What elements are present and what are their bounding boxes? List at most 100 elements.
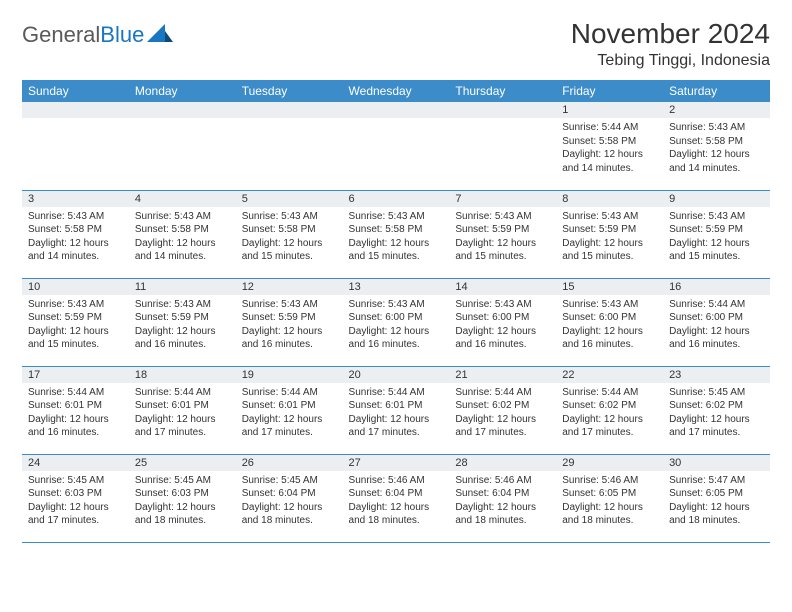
sunrise-text: Sunrise: 5:43 AM bbox=[28, 298, 123, 312]
calendar-day-cell: 22Sunrise: 5:44 AMSunset: 6:02 PMDayligh… bbox=[556, 366, 663, 454]
calendar-day-cell bbox=[343, 102, 450, 190]
daylight-text: Daylight: 12 hours and 16 minutes. bbox=[669, 325, 764, 352]
daylight-text: Daylight: 12 hours and 16 minutes. bbox=[562, 325, 657, 352]
day-details: Sunrise: 5:43 AMSunset: 5:58 PMDaylight:… bbox=[22, 207, 129, 268]
calendar-day-cell bbox=[129, 102, 236, 190]
day-details: Sunrise: 5:46 AMSunset: 6:04 PMDaylight:… bbox=[449, 471, 556, 532]
daylight-text: Daylight: 12 hours and 15 minutes. bbox=[562, 237, 657, 264]
sunrise-text: Sunrise: 5:44 AM bbox=[135, 386, 230, 400]
day-details: Sunrise: 5:45 AMSunset: 6:03 PMDaylight:… bbox=[22, 471, 129, 532]
daylight-text: Daylight: 12 hours and 16 minutes. bbox=[349, 325, 444, 352]
page-header: GeneralBlue November 2024 Tebing Tinggi,… bbox=[22, 18, 770, 70]
logo-mark-icon bbox=[147, 22, 173, 48]
day-number: 14 bbox=[449, 279, 556, 295]
sunset-text: Sunset: 6:02 PM bbox=[455, 399, 550, 413]
sunset-text: Sunset: 5:58 PM bbox=[562, 135, 657, 149]
day-number: 24 bbox=[22, 455, 129, 471]
daylight-text: Daylight: 12 hours and 14 minutes. bbox=[669, 148, 764, 175]
calendar-week-row: 1Sunrise: 5:44 AMSunset: 5:58 PMDaylight… bbox=[22, 102, 770, 190]
day-number bbox=[129, 102, 236, 118]
sunrise-text: Sunrise: 5:44 AM bbox=[455, 386, 550, 400]
sunset-text: Sunset: 5:59 PM bbox=[669, 223, 764, 237]
calendar-day-cell: 21Sunrise: 5:44 AMSunset: 6:02 PMDayligh… bbox=[449, 366, 556, 454]
daylight-text: Daylight: 12 hours and 17 minutes. bbox=[562, 413, 657, 440]
sunrise-text: Sunrise: 5:44 AM bbox=[562, 386, 657, 400]
sunset-text: Sunset: 6:02 PM bbox=[669, 399, 764, 413]
day-details bbox=[236, 118, 343, 178]
daylight-text: Daylight: 12 hours and 17 minutes. bbox=[349, 413, 444, 440]
calendar-day-cell: 17Sunrise: 5:44 AMSunset: 6:01 PMDayligh… bbox=[22, 366, 129, 454]
sunset-text: Sunset: 6:04 PM bbox=[349, 487, 444, 501]
sunrise-text: Sunrise: 5:43 AM bbox=[135, 210, 230, 224]
sunset-text: Sunset: 5:59 PM bbox=[455, 223, 550, 237]
sunset-text: Sunset: 6:03 PM bbox=[135, 487, 230, 501]
day-number bbox=[343, 102, 450, 118]
day-number: 1 bbox=[556, 102, 663, 118]
day-details: Sunrise: 5:44 AMSunset: 6:01 PMDaylight:… bbox=[129, 383, 236, 444]
daylight-text: Daylight: 12 hours and 14 minutes. bbox=[135, 237, 230, 264]
daylight-text: Daylight: 12 hours and 15 minutes. bbox=[28, 325, 123, 352]
day-number: 9 bbox=[663, 191, 770, 207]
sunrise-text: Sunrise: 5:43 AM bbox=[562, 210, 657, 224]
calendar-day-cell: 7Sunrise: 5:43 AMSunset: 5:59 PMDaylight… bbox=[449, 190, 556, 278]
calendar-day-cell: 5Sunrise: 5:43 AMSunset: 5:58 PMDaylight… bbox=[236, 190, 343, 278]
day-number bbox=[236, 102, 343, 118]
sunset-text: Sunset: 6:05 PM bbox=[669, 487, 764, 501]
daylight-text: Daylight: 12 hours and 17 minutes. bbox=[455, 413, 550, 440]
weekday-header-row: Sunday Monday Tuesday Wednesday Thursday… bbox=[22, 80, 770, 102]
calendar-day-cell: 20Sunrise: 5:44 AMSunset: 6:01 PMDayligh… bbox=[343, 366, 450, 454]
day-number: 5 bbox=[236, 191, 343, 207]
sunrise-text: Sunrise: 5:44 AM bbox=[28, 386, 123, 400]
daylight-text: Daylight: 12 hours and 15 minutes. bbox=[242, 237, 337, 264]
day-details: Sunrise: 5:43 AMSunset: 5:59 PMDaylight:… bbox=[449, 207, 556, 268]
day-details: Sunrise: 5:46 AMSunset: 6:04 PMDaylight:… bbox=[343, 471, 450, 532]
month-title: November 2024 bbox=[571, 18, 770, 50]
day-number bbox=[22, 102, 129, 118]
day-details: Sunrise: 5:43 AMSunset: 5:58 PMDaylight:… bbox=[129, 207, 236, 268]
weekday-header: Friday bbox=[556, 80, 663, 102]
weekday-header: Saturday bbox=[663, 80, 770, 102]
sunrise-text: Sunrise: 5:43 AM bbox=[669, 121, 764, 135]
sunset-text: Sunset: 5:58 PM bbox=[135, 223, 230, 237]
day-details: Sunrise: 5:44 AMSunset: 6:00 PMDaylight:… bbox=[663, 295, 770, 356]
day-details: Sunrise: 5:44 AMSunset: 6:01 PMDaylight:… bbox=[236, 383, 343, 444]
sunset-text: Sunset: 6:01 PM bbox=[242, 399, 337, 413]
sunrise-text: Sunrise: 5:46 AM bbox=[455, 474, 550, 488]
sunset-text: Sunset: 6:00 PM bbox=[669, 311, 764, 325]
day-number: 25 bbox=[129, 455, 236, 471]
calendar-day-cell bbox=[236, 102, 343, 190]
day-number: 30 bbox=[663, 455, 770, 471]
day-details: Sunrise: 5:43 AMSunset: 5:59 PMDaylight:… bbox=[556, 207, 663, 268]
sunset-text: Sunset: 6:03 PM bbox=[28, 487, 123, 501]
sunrise-text: Sunrise: 5:44 AM bbox=[562, 121, 657, 135]
calendar-day-cell: 6Sunrise: 5:43 AMSunset: 5:58 PMDaylight… bbox=[343, 190, 450, 278]
day-number: 18 bbox=[129, 367, 236, 383]
day-details: Sunrise: 5:44 AMSunset: 5:58 PMDaylight:… bbox=[556, 118, 663, 179]
daylight-text: Daylight: 12 hours and 18 minutes. bbox=[455, 501, 550, 528]
day-details: Sunrise: 5:43 AMSunset: 6:00 PMDaylight:… bbox=[343, 295, 450, 356]
day-number: 28 bbox=[449, 455, 556, 471]
calendar-day-cell: 16Sunrise: 5:44 AMSunset: 6:00 PMDayligh… bbox=[663, 278, 770, 366]
calendar-day-cell: 30Sunrise: 5:47 AMSunset: 6:05 PMDayligh… bbox=[663, 454, 770, 542]
sunrise-text: Sunrise: 5:43 AM bbox=[242, 210, 337, 224]
daylight-text: Daylight: 12 hours and 17 minutes. bbox=[242, 413, 337, 440]
day-details bbox=[343, 118, 450, 178]
day-details bbox=[449, 118, 556, 178]
day-number bbox=[449, 102, 556, 118]
calendar-day-cell: 12Sunrise: 5:43 AMSunset: 5:59 PMDayligh… bbox=[236, 278, 343, 366]
calendar-day-cell: 3Sunrise: 5:43 AMSunset: 5:58 PMDaylight… bbox=[22, 190, 129, 278]
day-details: Sunrise: 5:43 AMSunset: 5:58 PMDaylight:… bbox=[663, 118, 770, 179]
sunset-text: Sunset: 5:59 PM bbox=[562, 223, 657, 237]
day-details bbox=[129, 118, 236, 178]
day-number: 27 bbox=[343, 455, 450, 471]
day-number: 20 bbox=[343, 367, 450, 383]
day-details: Sunrise: 5:43 AMSunset: 6:00 PMDaylight:… bbox=[556, 295, 663, 356]
sunset-text: Sunset: 6:00 PM bbox=[455, 311, 550, 325]
sunrise-text: Sunrise: 5:43 AM bbox=[349, 298, 444, 312]
sunset-text: Sunset: 6:04 PM bbox=[455, 487, 550, 501]
calendar-week-row: 24Sunrise: 5:45 AMSunset: 6:03 PMDayligh… bbox=[22, 454, 770, 542]
day-number: 12 bbox=[236, 279, 343, 295]
sunrise-text: Sunrise: 5:43 AM bbox=[135, 298, 230, 312]
sunset-text: Sunset: 6:04 PM bbox=[242, 487, 337, 501]
calendar-day-cell: 9Sunrise: 5:43 AMSunset: 5:59 PMDaylight… bbox=[663, 190, 770, 278]
